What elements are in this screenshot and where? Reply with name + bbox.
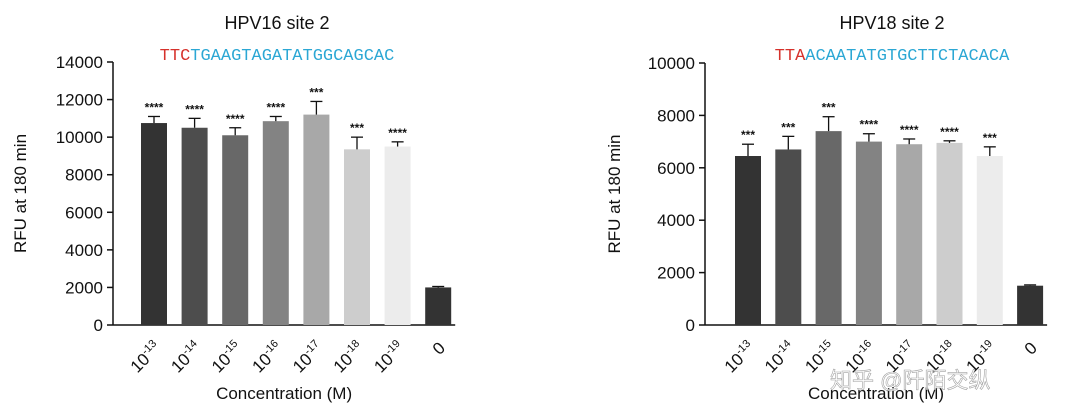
x-tick-label: 10-14: [167, 338, 206, 377]
x-tick-label: 10-17: [288, 338, 327, 377]
sequence: TTCTGAAGTAGATATGGCAGCAC: [160, 47, 395, 66]
significance: ***: [781, 120, 795, 134]
watermark: 知乎 @阡陌交纵: [830, 368, 990, 393]
sequence-rest: TGAAGTAGATATGGCAGCAC: [190, 47, 394, 66]
y-tick-label: 6000: [657, 159, 695, 178]
bar: [222, 135, 249, 325]
bar: [735, 156, 761, 325]
x-tick-label: 10-15: [207, 338, 246, 377]
significance: ***: [983, 131, 997, 145]
y-tick-label: 4000: [657, 211, 695, 230]
bar: [384, 146, 411, 325]
y-tick-label: 8000: [657, 106, 695, 125]
bar: [936, 142, 963, 325]
y-tick-label: 10000: [56, 128, 103, 147]
bar: [262, 121, 289, 325]
x-tick-label: 10-13: [720, 338, 759, 377]
bar: [181, 127, 208, 325]
y-tick-label: 0: [686, 316, 695, 335]
significance: ****: [900, 123, 919, 137]
bar: [855, 141, 882, 325]
significance: ***: [822, 101, 836, 115]
significance: ****: [388, 126, 407, 140]
x-tick-label: 10-14: [760, 338, 799, 377]
bar: [303, 114, 330, 325]
y-tick-label: 8000: [65, 166, 103, 185]
significance: ****: [940, 125, 959, 139]
significance: ****: [145, 100, 164, 114]
significance: ****: [185, 102, 204, 116]
bar: [896, 144, 923, 325]
bar: [425, 287, 452, 325]
bar: [141, 123, 167, 325]
x-tick-label: 10-13: [126, 338, 165, 377]
sequence-rest: ACAATATGTGCTTCTACACA: [805, 47, 1010, 66]
bar: [344, 149, 370, 325]
x-axis-label: Concentration (M): [216, 384, 352, 403]
chart-title: HPV16 site 2: [224, 13, 329, 33]
y-tick-label: 12000: [56, 91, 103, 110]
x-tick-label: 10-19: [370, 338, 409, 377]
bar: [815, 131, 842, 325]
x-tick-label: 0: [1021, 338, 1041, 358]
y-tick-label: 2000: [65, 278, 103, 297]
significance: ****: [860, 118, 879, 132]
y-tick-label: 10000: [648, 54, 695, 73]
y-tick-label: 14000: [56, 53, 103, 72]
x-tick-label: 0: [429, 338, 449, 358]
significance: ****: [266, 100, 285, 114]
x-tick-label: 10-18: [329, 338, 368, 377]
significance: ***: [309, 85, 323, 99]
bar: [1017, 285, 1044, 325]
bar: [775, 149, 802, 325]
significance: ****: [226, 112, 245, 126]
significance: ***: [741, 128, 755, 142]
x-tick-label: 10-16: [248, 338, 287, 377]
y-tick-label: 0: [94, 316, 103, 335]
y-tick-label: 2000: [657, 264, 695, 283]
sequence: TTAACAATATGTGCTTCTACACA: [775, 47, 1010, 66]
y-axis-label: RFU at 180 min: [605, 134, 624, 253]
sequence-prefix: TTC: [160, 47, 191, 66]
chart-title: HPV18 site 2: [839, 13, 944, 33]
x-axis-label: Concentration (M): [808, 384, 944, 403]
sequence-prefix: TTA: [775, 47, 806, 66]
bar: [976, 156, 1003, 325]
y-axis-label: RFU at 180 min: [11, 134, 30, 253]
y-tick-label: 6000: [65, 203, 103, 222]
y-tick-label: 4000: [65, 241, 103, 260]
significance: ***: [350, 121, 364, 135]
